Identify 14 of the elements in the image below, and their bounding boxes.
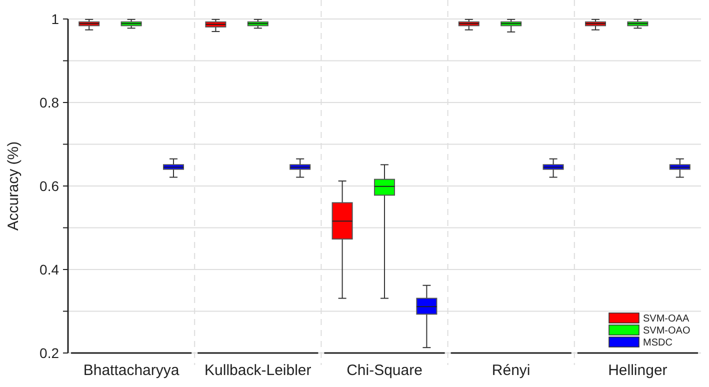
x-tick-label: Kullback-Leibler	[204, 362, 312, 379]
legend-label: MSDC	[643, 338, 672, 348]
y-tick-label: 0.8	[40, 94, 60, 110]
y-tick-label: 0.6	[40, 178, 60, 194]
y-axis-title: Accuracy (%)	[5, 141, 22, 231]
y-tick-label: 1	[51, 10, 60, 27]
x-tick-label: Chi-Square	[346, 362, 422, 379]
x-tick-label: Rényi	[492, 362, 530, 379]
legend-label: SVM-OAO	[643, 326, 690, 336]
x-tick-label: Hellinger	[608, 362, 668, 379]
y-tick-label: 0.2	[40, 344, 60, 361]
legend-label: SVM-OAA	[643, 314, 690, 324]
x-tick-label: Bhattacharyya	[83, 362, 180, 379]
y-tick-label: 0.4	[40, 261, 60, 278]
